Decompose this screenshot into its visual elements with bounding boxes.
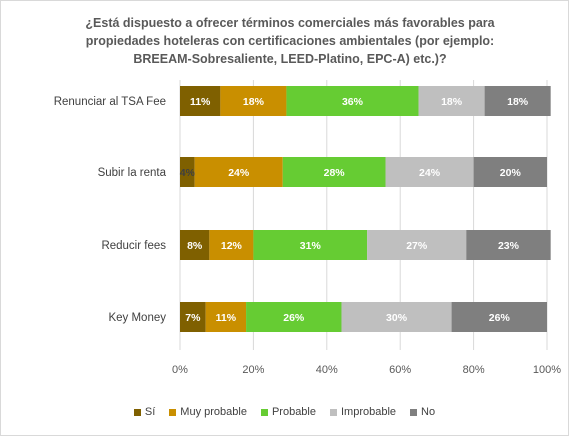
bar-segment xyxy=(341,302,452,332)
stacked-bar-chart: 0% 20% 40% 60% 80% 100% Renunciar al TSA Fee 11… xyxy=(54,80,561,376)
data-label: 4% xyxy=(180,167,196,179)
legend-label: Improbable xyxy=(341,406,397,418)
bar-segment xyxy=(451,302,547,332)
bar-segment xyxy=(253,230,368,260)
data-label: 26% xyxy=(283,312,305,324)
legend-swatch xyxy=(260,408,268,416)
bar-segment xyxy=(180,86,221,116)
x-tick-label: 60% xyxy=(389,364,411,376)
data-label: 24% xyxy=(419,167,441,179)
data-label: 23% xyxy=(498,240,520,252)
x-tick-label: 80% xyxy=(463,364,485,376)
bar-segment xyxy=(418,86,485,116)
bar-segment xyxy=(484,86,551,116)
x-tick-label: 40% xyxy=(316,364,338,376)
bar-segment xyxy=(385,157,474,187)
bar-segment xyxy=(246,302,342,332)
legend-item: Sí xyxy=(133,406,156,418)
data-label: 7% xyxy=(185,312,201,324)
data-label: 36% xyxy=(342,96,364,108)
legend-label: Muy probable xyxy=(180,406,247,418)
bar-segment xyxy=(180,230,210,260)
bar-segment xyxy=(180,302,206,332)
data-label: 30% xyxy=(386,312,408,324)
legend-item: Improbable xyxy=(330,406,396,418)
legend-item: No xyxy=(410,406,435,418)
data-label: 27% xyxy=(406,240,428,252)
bar-segment xyxy=(473,157,547,187)
x-tick-label: 0% xyxy=(172,364,188,376)
legend-item: Muy probable xyxy=(169,406,247,418)
data-label: 8% xyxy=(187,240,203,252)
legend-swatch xyxy=(169,408,177,416)
category-label: Renunciar al TSA Fee xyxy=(54,96,166,108)
bar-segment xyxy=(205,302,247,332)
x-tick-label: 20% xyxy=(242,364,264,376)
data-label: 18% xyxy=(507,96,529,108)
legend-swatch xyxy=(410,408,418,416)
bar-segment xyxy=(220,86,287,116)
data-label: 24% xyxy=(228,167,250,179)
data-label: 28% xyxy=(324,167,346,179)
bar-segment xyxy=(209,230,254,260)
legend-label: Sí xyxy=(144,406,156,418)
bar-segment xyxy=(466,230,551,260)
data-label: 20% xyxy=(500,167,522,179)
bar-segment xyxy=(367,230,467,260)
legend-label: No xyxy=(421,406,436,418)
category-label: Subir la renta xyxy=(98,167,167,179)
chart-title: ¿Está dispuesto a ofrecer términos comer… xyxy=(85,16,495,66)
data-label: 31% xyxy=(300,240,322,252)
legend: Sí Muy probable Probable Improbable No xyxy=(0,406,569,418)
category-label: Key Money xyxy=(108,312,166,324)
legend-swatch xyxy=(133,408,141,416)
x-tick-label: 100% xyxy=(533,364,561,376)
category-label: Reducir fees xyxy=(101,240,166,252)
legend-label: Probable xyxy=(271,406,316,418)
data-label: 11% xyxy=(190,96,211,108)
data-label: 18% xyxy=(441,96,463,108)
bar-segment xyxy=(194,157,283,187)
legend-swatch xyxy=(330,408,337,416)
bar-segment xyxy=(286,86,419,116)
legend-item: Probable xyxy=(260,406,316,418)
bar-segment xyxy=(180,157,195,187)
data-label: 11% xyxy=(216,312,237,324)
bar-segment xyxy=(282,157,386,187)
data-label: 18% xyxy=(243,96,265,108)
data-label: 26% xyxy=(489,312,511,324)
data-label: 12% xyxy=(221,240,243,252)
